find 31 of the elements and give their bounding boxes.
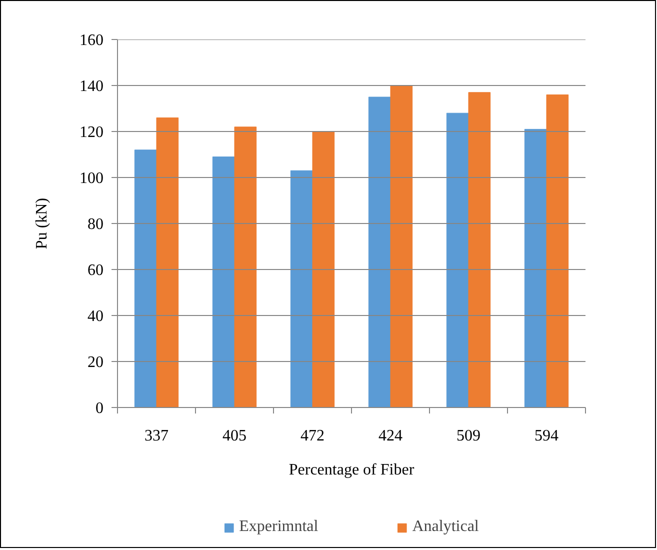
- x-tick-label: 337: [144, 428, 168, 444]
- legend-label: Experimntal: [239, 518, 318, 536]
- x-tick-label: 424: [378, 428, 402, 444]
- x-axis-title: Percentage of Fiber: [288, 462, 415, 478]
- bar: [290, 170, 313, 408]
- y-tick-label: 160: [80, 32, 104, 49]
- y-tick-label: 20: [88, 354, 104, 371]
- bar: [446, 112, 469, 408]
- y-tick-label: 140: [80, 78, 104, 95]
- y-axis-title: Pu (kN): [34, 198, 50, 250]
- bar: [156, 117, 179, 408]
- bar: [390, 85, 413, 408]
- bar: [524, 128, 547, 408]
- x-tick-label: 594: [534, 428, 558, 444]
- x-tick-label: 472: [300, 428, 324, 444]
- bar: [212, 156, 235, 408]
- bar: [368, 96, 391, 408]
- bar: [468, 92, 491, 408]
- x-tick-label: 509: [456, 428, 480, 444]
- x-tick-label: 405: [222, 428, 246, 444]
- bar: [546, 94, 569, 408]
- y-tick-label: 80: [88, 216, 104, 233]
- y-tick-label: 60: [88, 262, 104, 279]
- bar: [312, 131, 335, 408]
- bar: [234, 126, 257, 408]
- y-tick-label: 0: [96, 400, 104, 417]
- y-tick-label: 100: [80, 170, 104, 187]
- bar: [134, 150, 157, 408]
- y-tick-label: 120: [80, 124, 104, 141]
- y-tick-label: 40: [88, 308, 104, 325]
- legend-label: Analytical: [412, 518, 479, 536]
